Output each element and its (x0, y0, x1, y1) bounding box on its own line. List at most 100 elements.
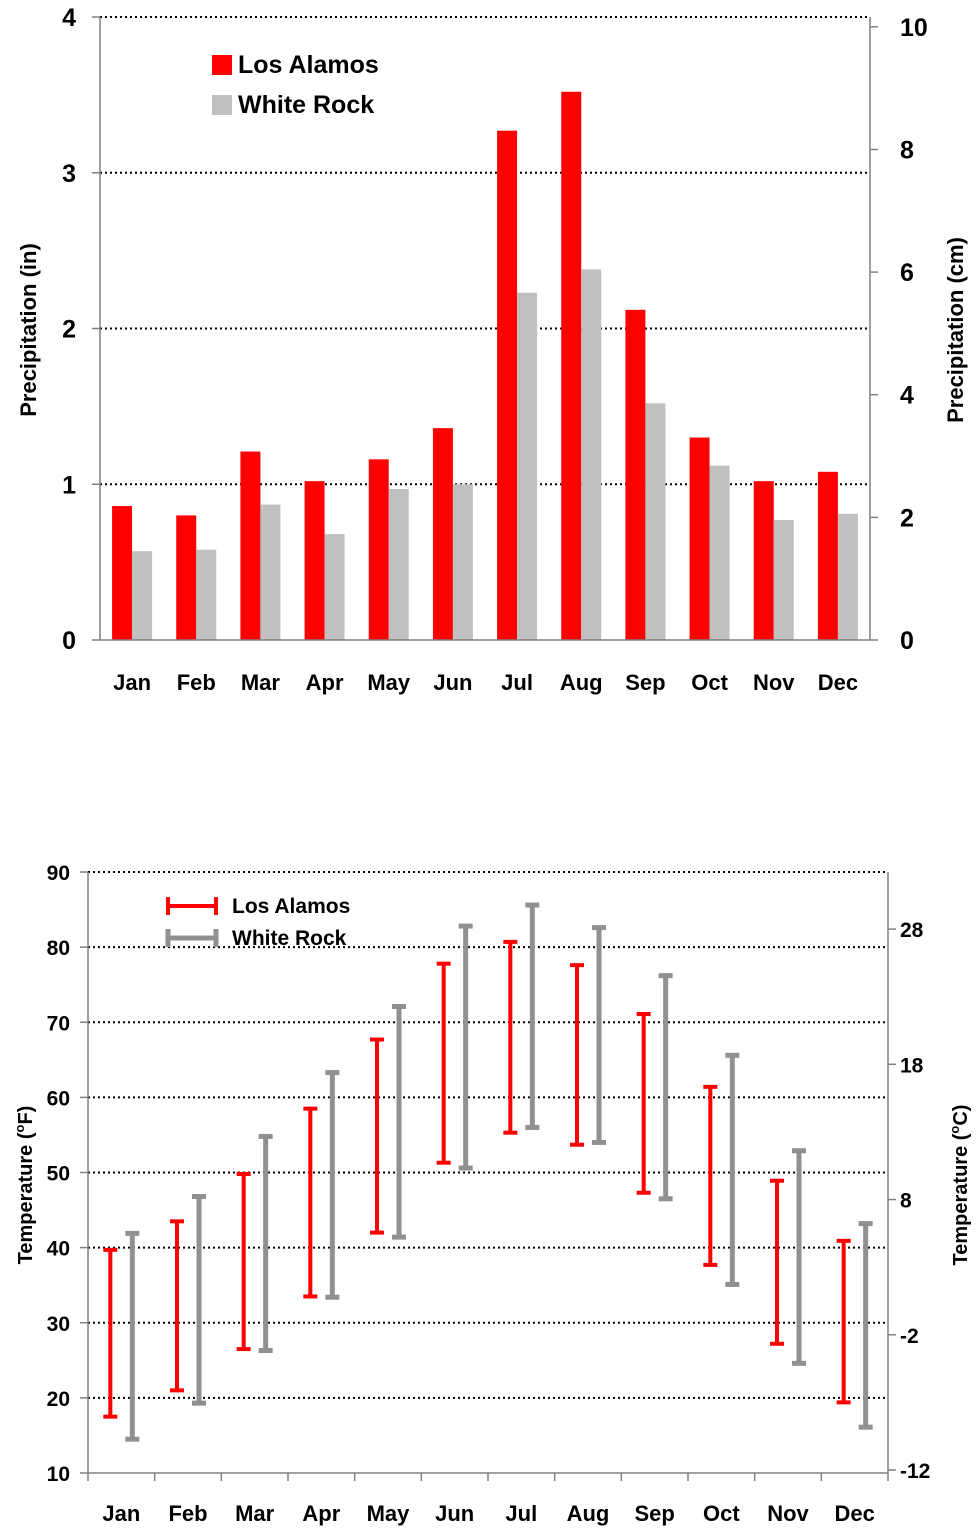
temp-range-bars (103, 902, 873, 1442)
range-los-alamos-sep (636, 1011, 651, 1195)
precip-right-tick-label: 8 (900, 136, 914, 164)
precip-month-label: May (367, 670, 411, 695)
range-los-alamos-jul (503, 939, 518, 1135)
legend-marker-white-rock (165, 929, 219, 947)
bar-los-alamos-sep (625, 309, 646, 640)
temp-left-label-sup: o (12, 1124, 27, 1132)
temp-right-tick-label: -2 (900, 1325, 919, 1348)
range-white-rock-jan (125, 1230, 140, 1442)
precip-right-tick-labels: 0 2 4 6 8 10 (900, 14, 928, 655)
temp-right-tick-label: 18 (900, 1054, 924, 1077)
temp-month-labels: Jan Feb Mar Apr May Jun Jul Aug Sep Oct Nov Dec (102, 1501, 874, 1526)
temp-month-label: Apr (302, 1501, 340, 1526)
range-los-alamos-mar (236, 1172, 251, 1352)
range-los-alamos-feb (170, 1219, 184, 1393)
precip-left-axis-label: Precipitation (in) (16, 243, 41, 417)
bar-white-rock-nov (773, 520, 794, 640)
range-white-rock-feb (192, 1194, 206, 1406)
precip-left-tick-label: 4 (62, 4, 76, 32)
range-white-rock-nov (792, 1148, 806, 1366)
bar-los-alamos-jul (497, 130, 518, 640)
temp-right-label-base: Temperature ( (950, 1133, 972, 1265)
bar-los-alamos-mar (240, 451, 261, 640)
temp-month-label: Jan (102, 1501, 140, 1526)
bar-los-alamos-may (368, 459, 389, 640)
temp-month-label: Jul (505, 1501, 537, 1526)
precip-gridlines (100, 16, 870, 486)
range-los-alamos-jan (103, 1247, 118, 1419)
temp-gridlines (88, 871, 888, 1399)
temp-right-tick-label: 8 (900, 1190, 912, 1213)
temp-left-label-base: Temperature ( (15, 1132, 37, 1264)
range-los-alamos-aug (570, 963, 584, 1147)
range-white-rock-sep (658, 973, 673, 1202)
temp-left-axis-label: Temperature (oF) (12, 1106, 37, 1265)
precip-month-label: Sep (625, 670, 665, 695)
temp-axes (80, 871, 896, 1481)
temp-right-tick-label: -12 (900, 1460, 930, 1483)
precip-month-label: Jan (113, 670, 151, 695)
temp-month-label: Jun (435, 1501, 474, 1526)
range-white-rock-dec (858, 1221, 873, 1430)
range-white-rock-apr (325, 1070, 340, 1300)
temp-right-label-sup: o (947, 1126, 962, 1134)
precip-right-tick-label: 4 (900, 382, 914, 410)
temp-right-label-end: C) (950, 1105, 972, 1126)
precip-bars (112, 91, 858, 640)
legend-marker-los-alamos (166, 897, 218, 915)
range-white-rock-jul (525, 902, 540, 1130)
legend-label-los-alamos: Los Alamos (238, 51, 379, 79)
temp-right-tick-labels: 28 18 8 -2 -12 (900, 919, 930, 1483)
temp-month-label: Oct (703, 1501, 740, 1526)
bar-los-alamos-jun (432, 428, 453, 640)
bar-white-rock-jun (452, 484, 473, 640)
bar-los-alamos-aug (561, 91, 582, 640)
bar-los-alamos-nov (753, 481, 774, 640)
temp-month-label: Mar (235, 1501, 275, 1526)
legend-label-white-rock: White Rock (238, 91, 374, 119)
range-white-rock-aug (592, 925, 606, 1145)
legend-swatch-white-rock (212, 95, 232, 115)
bar-white-rock-jul (517, 292, 538, 640)
precip-month-label: Jun (433, 670, 472, 695)
precip-month-labels: Jan Feb Mar Apr May Jun Jul Aug Sep Oct Nov Dec (113, 670, 858, 695)
range-white-rock-oct (725, 1052, 740, 1287)
precip-legend: Los Alamos White Rock (212, 51, 379, 119)
bar-white-rock-feb (196, 549, 217, 640)
precip-right-tick-label: 10 (900, 14, 928, 42)
bar-white-rock-mar (260, 504, 281, 640)
precip-right-tick-label: 2 (900, 504, 914, 532)
precip-month-label: Feb (177, 670, 216, 695)
precipitation-chart: 0 1 2 3 4 0 2 4 6 8 10 Jan Feb Mar Apr May Jun Jul Aug Se… (16, 4, 968, 695)
legend-label-white-rock-temp: White Rock (232, 927, 347, 950)
temp-month-label: Nov (767, 1501, 809, 1526)
bar-white-rock-may (388, 488, 409, 640)
temp-month-label: Sep (634, 1501, 674, 1526)
legend-label-los-alamos-temp: Los Alamos (232, 895, 350, 918)
temp-left-tick-label: 10 (47, 1463, 70, 1486)
range-white-rock-jun (458, 923, 473, 1171)
bar-white-rock-jan (132, 551, 153, 640)
temp-month-label: Dec (834, 1501, 874, 1526)
precip-month-label: Nov (753, 670, 795, 695)
temp-left-label-end: F) (15, 1106, 37, 1125)
bar-los-alamos-dec (817, 471, 838, 640)
range-los-alamos-apr (303, 1106, 318, 1299)
precip-left-tick-label: 3 (62, 160, 76, 188)
precip-axes (92, 16, 878, 641)
precip-month-label: Aug (560, 670, 603, 695)
temp-left-tick-label: 50 (47, 1163, 70, 1186)
temperature-chart: 10 20 30 40 50 60 70 80 90 28 18 8 -2 -12 Jan Feb Mar A… (12, 862, 972, 1526)
range-white-rock-may (392, 1003, 406, 1240)
bar-white-rock-dec (837, 513, 858, 640)
range-los-alamos-dec (836, 1238, 851, 1405)
bar-los-alamos-apr (304, 481, 325, 640)
temp-left-tick-label: 20 (47, 1388, 70, 1411)
precip-right-tick-label: 0 (900, 627, 914, 655)
temp-left-tick-label: 40 (47, 1238, 70, 1261)
precip-month-label: Mar (241, 670, 281, 695)
precip-month-label: Jul (501, 670, 533, 695)
temp-left-tick-label: 90 (47, 862, 70, 885)
range-los-alamos-jun (436, 961, 451, 1165)
